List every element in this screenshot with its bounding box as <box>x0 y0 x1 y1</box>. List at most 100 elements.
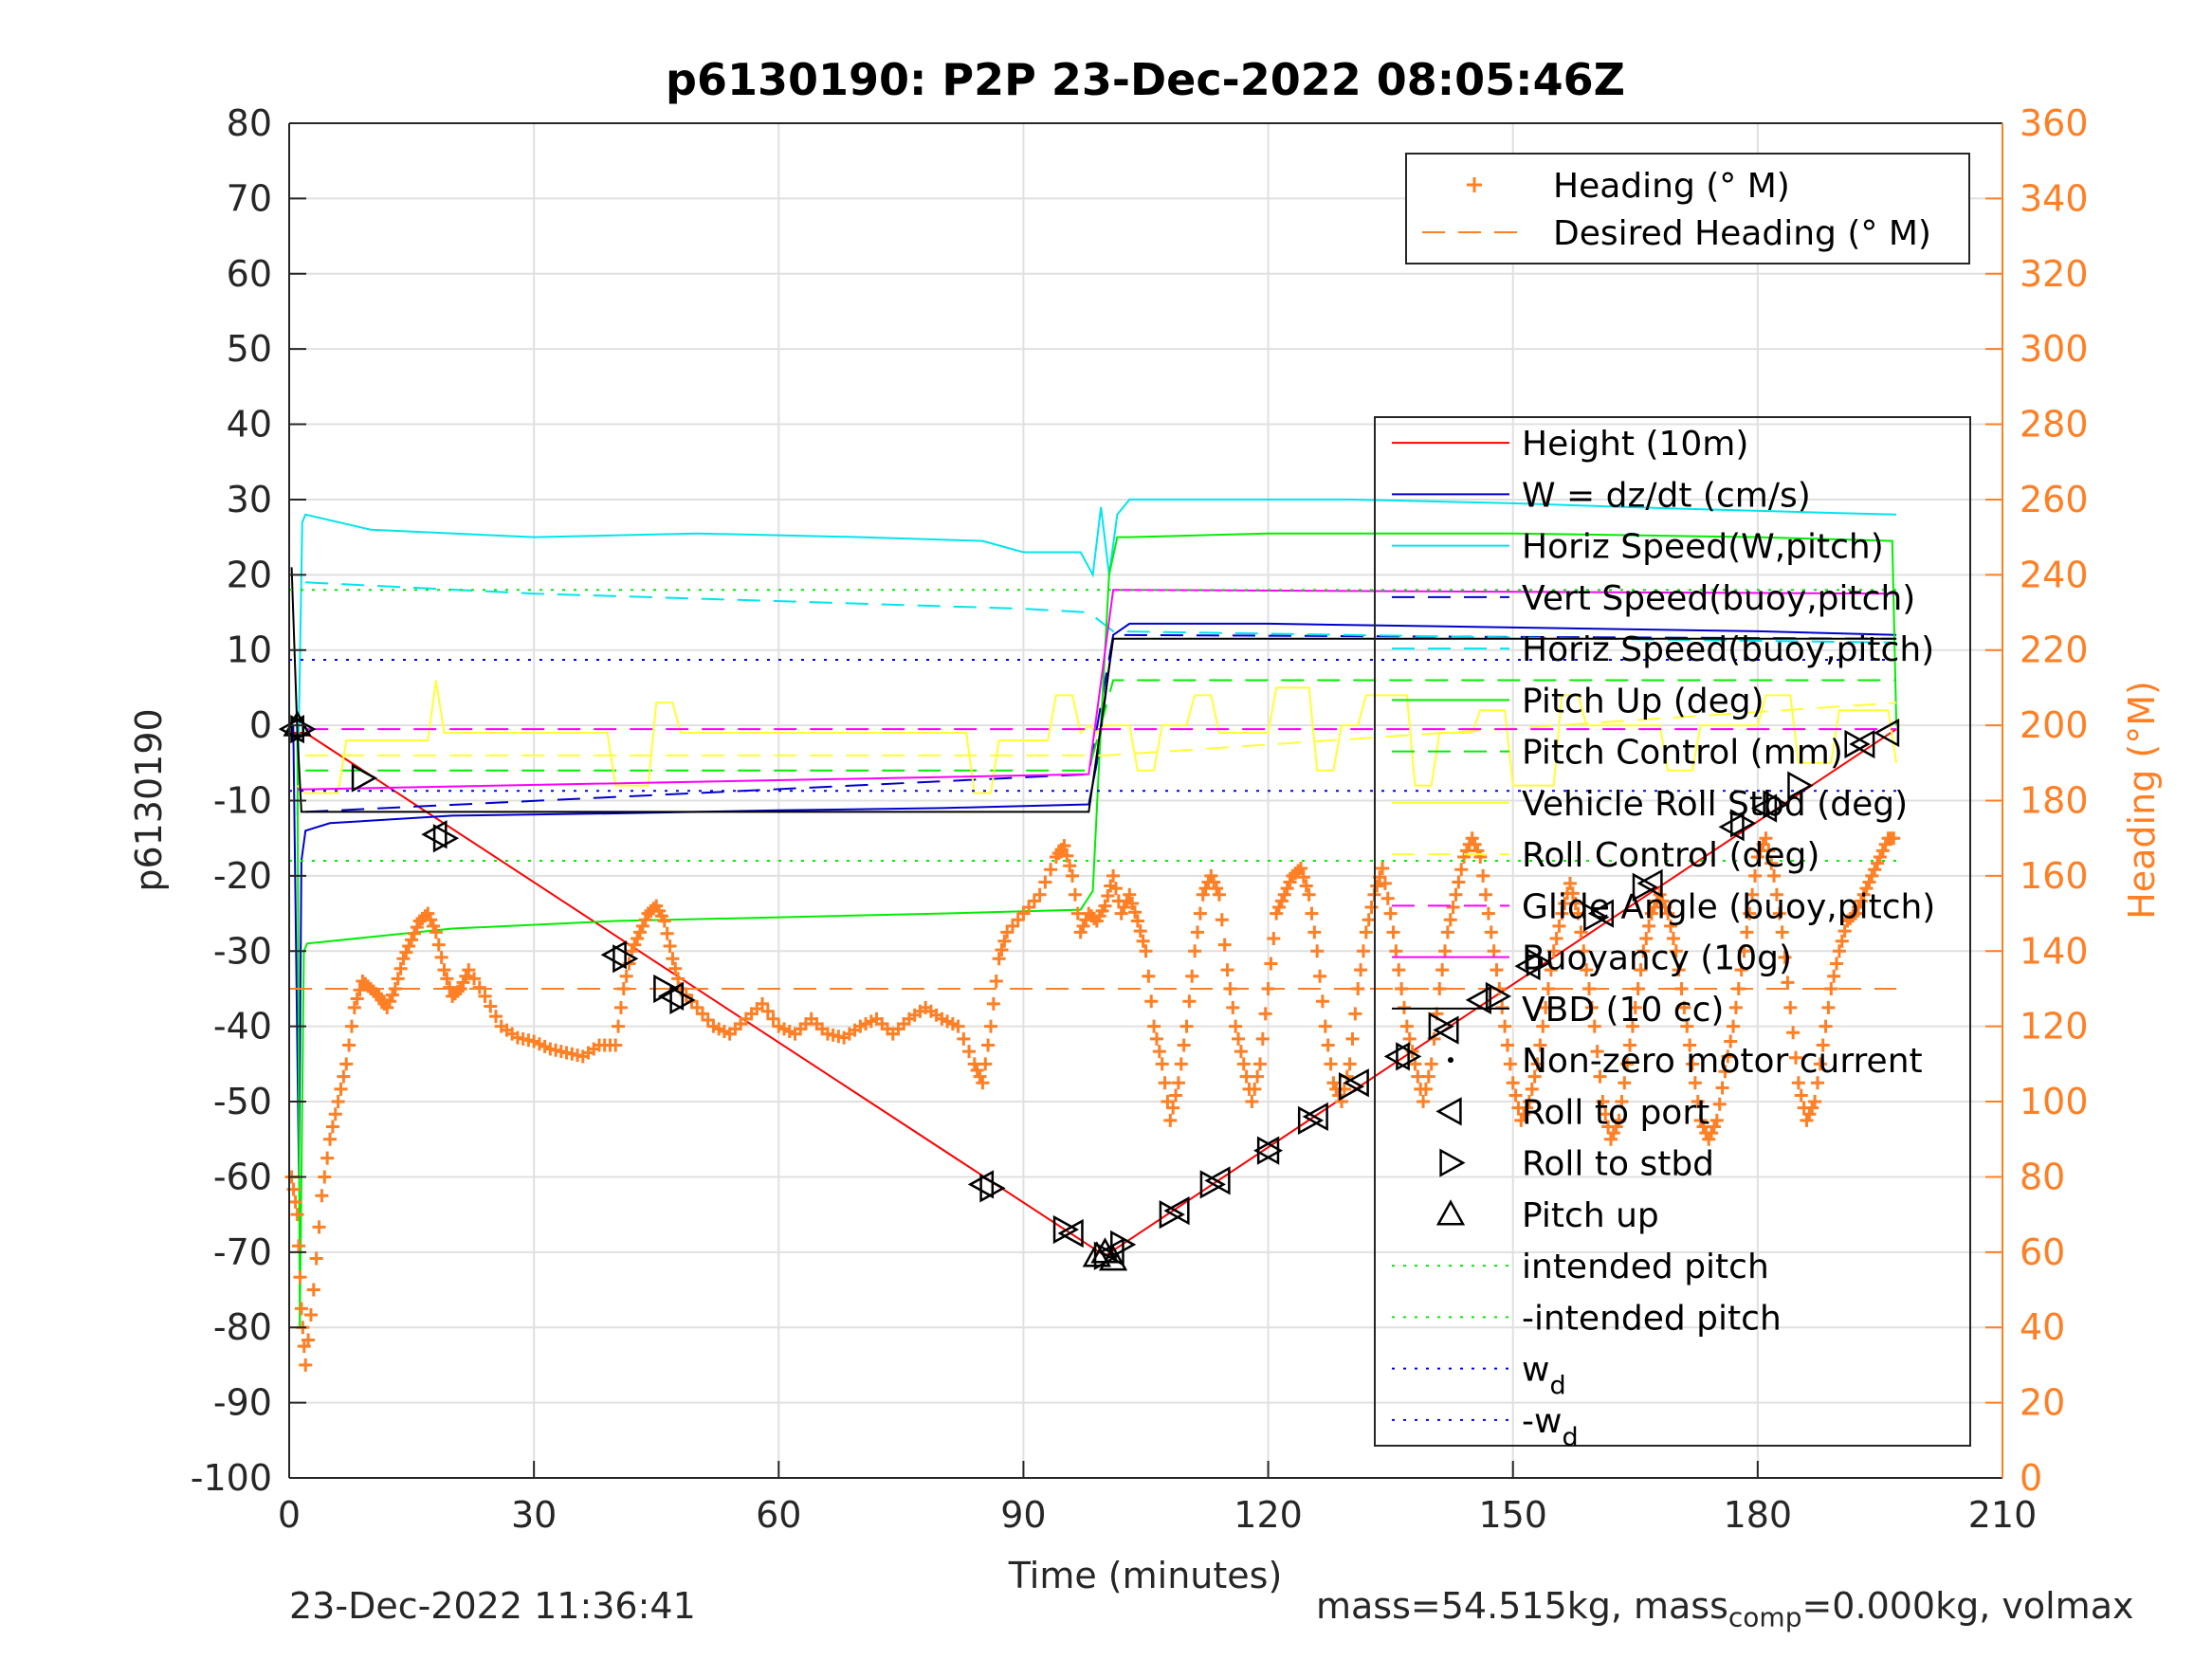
heading-point <box>1746 887 1760 902</box>
heading-point <box>1204 868 1218 883</box>
heading-point <box>1370 879 1384 893</box>
heading-point <box>984 1019 998 1033</box>
heading-point <box>1326 1076 1341 1090</box>
series-w-dz-dt-cm-s <box>292 622 1897 1177</box>
y-tick-label: 30 <box>227 479 272 520</box>
heading-point <box>1364 900 1379 914</box>
heading-point <box>1728 1000 1743 1014</box>
heading-point <box>380 1000 394 1014</box>
marker-roll-to-stbd <box>1428 1012 1454 1041</box>
legend-label: Non-zero motor current <box>1522 1042 1923 1081</box>
marker-roll-to-stbd <box>1110 1230 1137 1260</box>
heading-point <box>478 989 492 1003</box>
heading-point <box>1520 1101 1534 1115</box>
heading-point <box>1299 879 1313 893</box>
y2-tick-label: 220 <box>2020 629 2089 671</box>
y-axis-label: p6130190 <box>128 708 170 891</box>
heading-point <box>1123 887 1137 902</box>
heading-point <box>663 939 677 953</box>
heading-point <box>1747 868 1762 883</box>
legend-label: Vehicle Roll Stbd (deg) <box>1522 785 1908 824</box>
heading-point <box>1293 861 1307 875</box>
series-roll-control-deg <box>305 702 1897 757</box>
y-tick-label: -90 <box>213 1382 272 1424</box>
heading-point <box>323 1132 338 1146</box>
heading-point <box>1584 1000 1599 1014</box>
y2-tick-label: 20 <box>2020 1382 2065 1424</box>
heading-point <box>309 1251 323 1266</box>
marker-roll-to-stbd <box>1787 771 1814 800</box>
heading-point <box>1454 863 1469 877</box>
heading-point <box>1076 919 1090 933</box>
heading-point <box>315 1189 329 1203</box>
heading-point <box>1789 1050 1803 1065</box>
heading-point <box>1174 1057 1188 1071</box>
heading-point <box>1226 1000 1240 1014</box>
heading-point <box>1060 848 1074 863</box>
x-tick-label: 210 <box>1968 1494 2038 1536</box>
marker-roll-to-stbd <box>1844 729 1871 759</box>
heading-point <box>1727 1019 1741 1033</box>
heading-point <box>631 932 645 946</box>
x-tick-label: 0 <box>278 1494 301 1536</box>
heading-point <box>1712 1097 1727 1111</box>
heading-point <box>1270 906 1284 921</box>
heading-point <box>1642 919 1656 933</box>
x-tick-label: 90 <box>1000 1494 1046 1536</box>
y-tick-label: -100 <box>191 1457 272 1499</box>
heading-point <box>1743 906 1757 921</box>
heading-point <box>1487 944 1501 958</box>
legend-label: Horiz Speed(buoy,pitch) <box>1522 630 1934 669</box>
heading-point <box>396 952 411 966</box>
y2-tick-label: 40 <box>2020 1306 2065 1348</box>
heading-point <box>671 972 686 986</box>
heading-point <box>1236 1057 1251 1071</box>
legend-label: W = dz/dt (cm/s) <box>1522 476 1811 515</box>
heading-point <box>1835 934 1849 948</box>
heading-point <box>303 1307 318 1322</box>
heading-point <box>1740 925 1754 939</box>
heading-point <box>1816 1038 1830 1052</box>
heading-point <box>1267 932 1281 946</box>
marker-roll-to-stbd <box>1256 1136 1284 1165</box>
heading-point <box>1772 906 1786 921</box>
marker-roll-to-port <box>1849 729 1875 759</box>
heading-point <box>393 961 408 975</box>
heading-point <box>1661 906 1675 921</box>
heading-point <box>1544 963 1558 977</box>
heading-point <box>1044 863 1058 877</box>
y-tick-label: -70 <box>213 1231 272 1273</box>
heading-point <box>1155 1057 1169 1071</box>
y2-axis-label: Heading (°M) <box>2121 681 2163 920</box>
footer-mass-suffix: =0.000kg, volmax <box>1801 1585 2134 1627</box>
heading-point <box>1495 1000 1509 1014</box>
heading-point <box>1734 963 1748 977</box>
y2-tick-label: 200 <box>2020 704 2089 746</box>
heading-point <box>1212 887 1226 902</box>
heading-point <box>1305 906 1319 921</box>
heading-point <box>1824 981 1838 995</box>
x-tick-label: 30 <box>511 1494 557 1536</box>
y2-tick-label: 260 <box>2020 479 2089 520</box>
y-tick-label: 40 <box>227 404 272 446</box>
heading-point <box>450 984 465 998</box>
heading-point <box>1234 1045 1248 1059</box>
heading-point <box>1827 969 1841 983</box>
y2-tick-label: 320 <box>2020 253 2089 295</box>
y2-tick-label: 120 <box>2020 1006 2089 1048</box>
heading-point <box>1639 932 1654 946</box>
heading-point <box>1313 969 1327 983</box>
heading-point <box>1476 868 1490 883</box>
heading-point <box>1813 1057 1827 1071</box>
heading-point <box>407 926 421 940</box>
y-tick-label: -80 <box>213 1306 272 1348</box>
heading-point <box>951 1019 965 1033</box>
series-horiz-speed-w-pitch <box>296 498 1897 816</box>
heading-point <box>1805 1101 1819 1115</box>
heading-point <box>1258 1007 1272 1021</box>
heading-point <box>1664 919 1678 933</box>
heading-point <box>331 1095 345 1109</box>
heading-point <box>293 1270 307 1285</box>
heading-point <box>1465 831 1479 846</box>
